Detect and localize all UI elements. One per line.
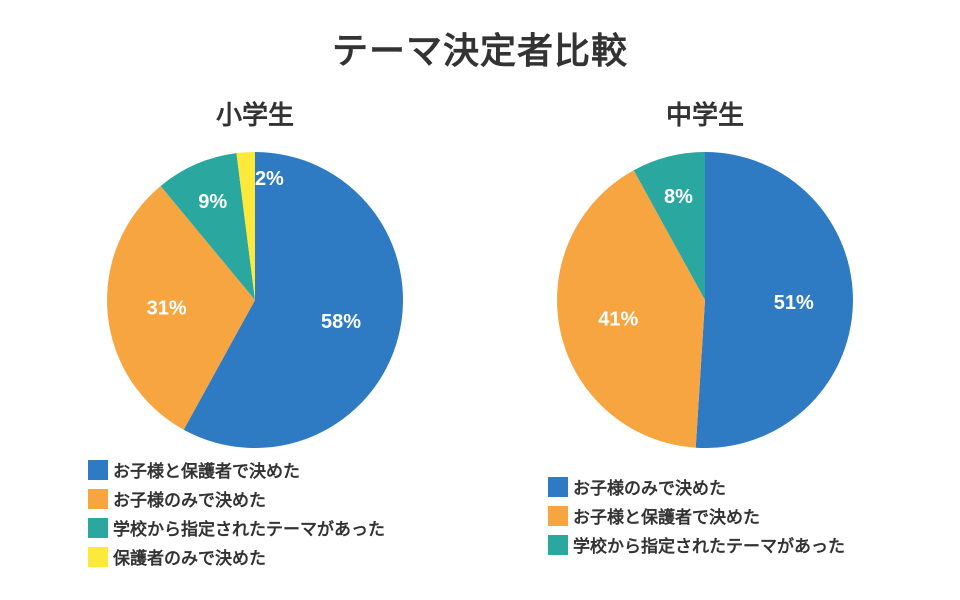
junior-high-slice-label-1: 41% [598, 308, 638, 330]
elementary-legend-item-1: お子様のみで決めた [88, 484, 385, 513]
elementary-legend-swatch-2 [88, 517, 108, 538]
junior-high-slice-1 [557, 170, 705, 448]
legend-junior-high: お子様のみで決めたお子様と保護者で決めた学校から指定されたテーマがあった [548, 472, 845, 559]
legend-elementary: お子様と保護者で決めた お子様のみで決めた学校から指定されたテーマがあった 保護者の… [88, 455, 385, 571]
junior-high-slice-0 [695, 152, 853, 448]
elementary-legend-item-0: お子様と保護者で決めた [88, 455, 385, 484]
elementary-legend-label-3: 保護者のみで決めた [113, 549, 266, 569]
elementary-legend-label-1: お子様のみで決めた [113, 491, 266, 511]
elementary-slice-label-0: 58% [321, 311, 361, 333]
elementary-slice-label-3: 2% [255, 168, 284, 190]
elementary-slice-2 [160, 153, 255, 300]
pie-title-junior-high: 中学生 [665, 101, 744, 131]
pie-title-elementary: 小学生 [215, 101, 294, 131]
junior-high-legend-swatch-1 [548, 505, 568, 526]
elementary-slice-1 [106, 185, 255, 430]
chart-title: テーマ決定者比較 [331, 31, 628, 72]
junior-high-legend-label-2: 学校から指定されたテーマがあった [573, 537, 845, 557]
elementary-legend-swatch-3 [88, 546, 108, 567]
elementary-slice-label-1: 31% [147, 297, 187, 319]
elementary-legend-item-2: 学校から指定されたテーマがあった [88, 513, 385, 542]
elementary-legend-label-2: 学校から指定されたテーマがあった [113, 520, 385, 540]
junior-high-legend-label-1: お子様と保護者で決めた [573, 508, 760, 528]
junior-high-slice-2 [633, 152, 705, 300]
junior-high-slice-label-0: 51% [774, 292, 814, 314]
elementary-slice-0 [183, 152, 404, 448]
elementary-slice-3 [236, 152, 255, 300]
elementary-legend-label-0: お子様と保護者で決めた [113, 462, 300, 482]
junior-high-slice-label-2: 8% [664, 186, 693, 208]
pie-chart-junior-high: 51% 41% 8% [557, 152, 853, 448]
junior-high-legend-item-2: 学校から指定されたテーマがあった [548, 530, 845, 559]
elementary-slice-label-2: 9% [198, 191, 227, 213]
junior-high-legend-label-0: お子様のみで決めた [573, 479, 726, 499]
junior-high-legend-swatch-2 [548, 534, 568, 555]
junior-high-legend-swatch-0 [548, 476, 568, 497]
junior-high-legend-item-0: お子様のみで決めた [548, 472, 845, 501]
elementary-legend-swatch-0 [88, 459, 108, 480]
junior-high-legend-item-1: お子様と保護者で決めた [548, 501, 845, 530]
pie-chart-elementary: 58% 31% 9% 2% [106, 152, 404, 448]
elementary-legend-swatch-1 [88, 488, 108, 509]
elementary-legend-item-3: 保護者のみで決めた [88, 542, 385, 571]
